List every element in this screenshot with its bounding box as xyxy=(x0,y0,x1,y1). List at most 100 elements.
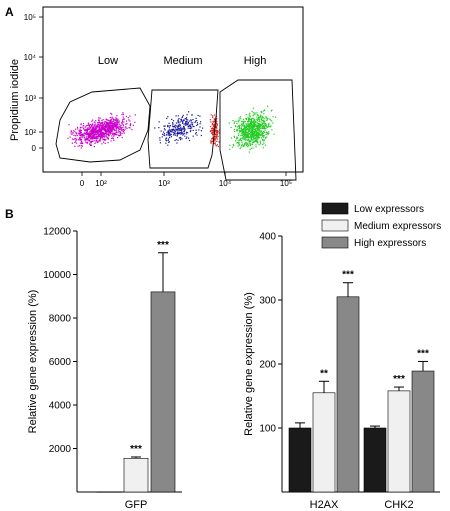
flow-dot xyxy=(243,118,245,121)
flow-dot xyxy=(242,120,244,122)
flow-dot xyxy=(210,131,212,133)
flow-dot xyxy=(95,127,97,129)
flow-dot xyxy=(254,140,256,142)
flow-dot xyxy=(93,136,95,138)
flow-dot xyxy=(121,113,123,116)
flow-y-tick-label: 0 xyxy=(32,144,37,153)
flow-dot xyxy=(98,134,100,136)
flow-dot xyxy=(241,128,244,131)
flow-dot xyxy=(245,124,248,126)
flow-dot xyxy=(86,142,88,144)
flow-dot xyxy=(172,120,175,122)
flow-dot xyxy=(185,118,187,120)
flow-dot xyxy=(80,145,82,147)
flow-dot xyxy=(167,126,169,128)
flow-dot xyxy=(123,121,125,123)
flow-dot xyxy=(91,132,93,134)
flow-dot xyxy=(183,123,185,125)
flow-dot xyxy=(209,119,211,121)
flow-dot xyxy=(168,141,170,143)
flow-dot xyxy=(245,143,247,145)
legend-swatch xyxy=(321,219,349,232)
flow-dot xyxy=(236,126,239,128)
flow-dot xyxy=(88,132,90,134)
flow-dot xyxy=(262,143,264,145)
flow-dot xyxy=(184,135,186,137)
flow-dot xyxy=(83,132,85,134)
flow-dot xyxy=(91,126,93,128)
flow-dot xyxy=(246,143,248,145)
flow-x-tick-label: 0 xyxy=(80,179,85,188)
flow-dot xyxy=(107,125,109,127)
flow-dot xyxy=(86,138,88,140)
flow-dot xyxy=(262,136,264,138)
flow-dot xyxy=(95,137,97,139)
flow-dot xyxy=(191,127,193,129)
bar xyxy=(96,491,122,493)
flow-dot xyxy=(121,122,123,125)
flow-dot xyxy=(165,139,167,141)
flow-dot xyxy=(129,115,131,117)
flow-dot xyxy=(229,144,231,146)
flow-dot xyxy=(247,121,249,123)
flow-dot xyxy=(187,121,190,123)
flow-dot xyxy=(213,114,215,116)
flow-dot xyxy=(249,125,251,127)
flow-dot xyxy=(196,120,198,122)
flow-dot xyxy=(247,143,249,145)
flow-dot xyxy=(261,134,263,136)
flow-dot xyxy=(83,128,85,130)
flow-dot xyxy=(70,130,72,132)
flow-dot xyxy=(211,137,213,139)
flow-dot xyxy=(233,136,236,138)
flow-dot xyxy=(251,129,253,131)
flow-dot xyxy=(265,127,267,130)
flow-dot xyxy=(114,132,116,134)
flow-dot xyxy=(253,126,255,128)
flow-dot xyxy=(258,129,260,131)
flow-dot xyxy=(235,120,237,122)
flow-dot xyxy=(177,131,179,133)
flow-dot xyxy=(83,137,85,139)
flow-dot xyxy=(93,135,95,137)
flow-dot xyxy=(253,126,255,128)
flow-dot xyxy=(166,117,168,120)
flow-dot xyxy=(121,120,123,122)
flow-dot xyxy=(128,127,130,129)
flow-dot xyxy=(248,144,250,146)
panel-label-b: B xyxy=(5,207,14,221)
flow-dot xyxy=(83,127,85,129)
flow-dot xyxy=(234,125,236,127)
flow-dot xyxy=(110,128,112,130)
flow-dot xyxy=(251,128,253,130)
flow-dot xyxy=(186,132,189,134)
flow-dot xyxy=(213,129,215,131)
flow-dot xyxy=(247,121,249,123)
flow-dot xyxy=(247,116,249,118)
flow-dot xyxy=(110,126,112,128)
flow-dot xyxy=(107,128,109,130)
flow-dot xyxy=(261,116,264,118)
flow-dot xyxy=(101,136,103,138)
flow-dot xyxy=(258,132,261,134)
flow-dot xyxy=(217,136,219,138)
flow-dot xyxy=(187,127,189,129)
flow-dot xyxy=(109,131,111,133)
flow-dot xyxy=(99,117,101,119)
flow-dot xyxy=(111,113,113,115)
flow-dot xyxy=(257,136,259,138)
flow-dot xyxy=(125,123,127,125)
flow-dot xyxy=(172,125,174,127)
y-tick-label: 100 xyxy=(259,424,276,435)
flow-dot xyxy=(105,130,107,132)
flow-dot xyxy=(90,144,92,146)
flow-dot xyxy=(81,142,83,144)
bar xyxy=(150,291,176,493)
flow-dot xyxy=(260,121,262,123)
flow-dot xyxy=(120,128,122,130)
flow-dot xyxy=(94,134,96,136)
flow-dot xyxy=(257,117,259,119)
flow-dot xyxy=(262,134,264,136)
flow-dot xyxy=(259,137,261,139)
flow-dot xyxy=(95,141,97,143)
